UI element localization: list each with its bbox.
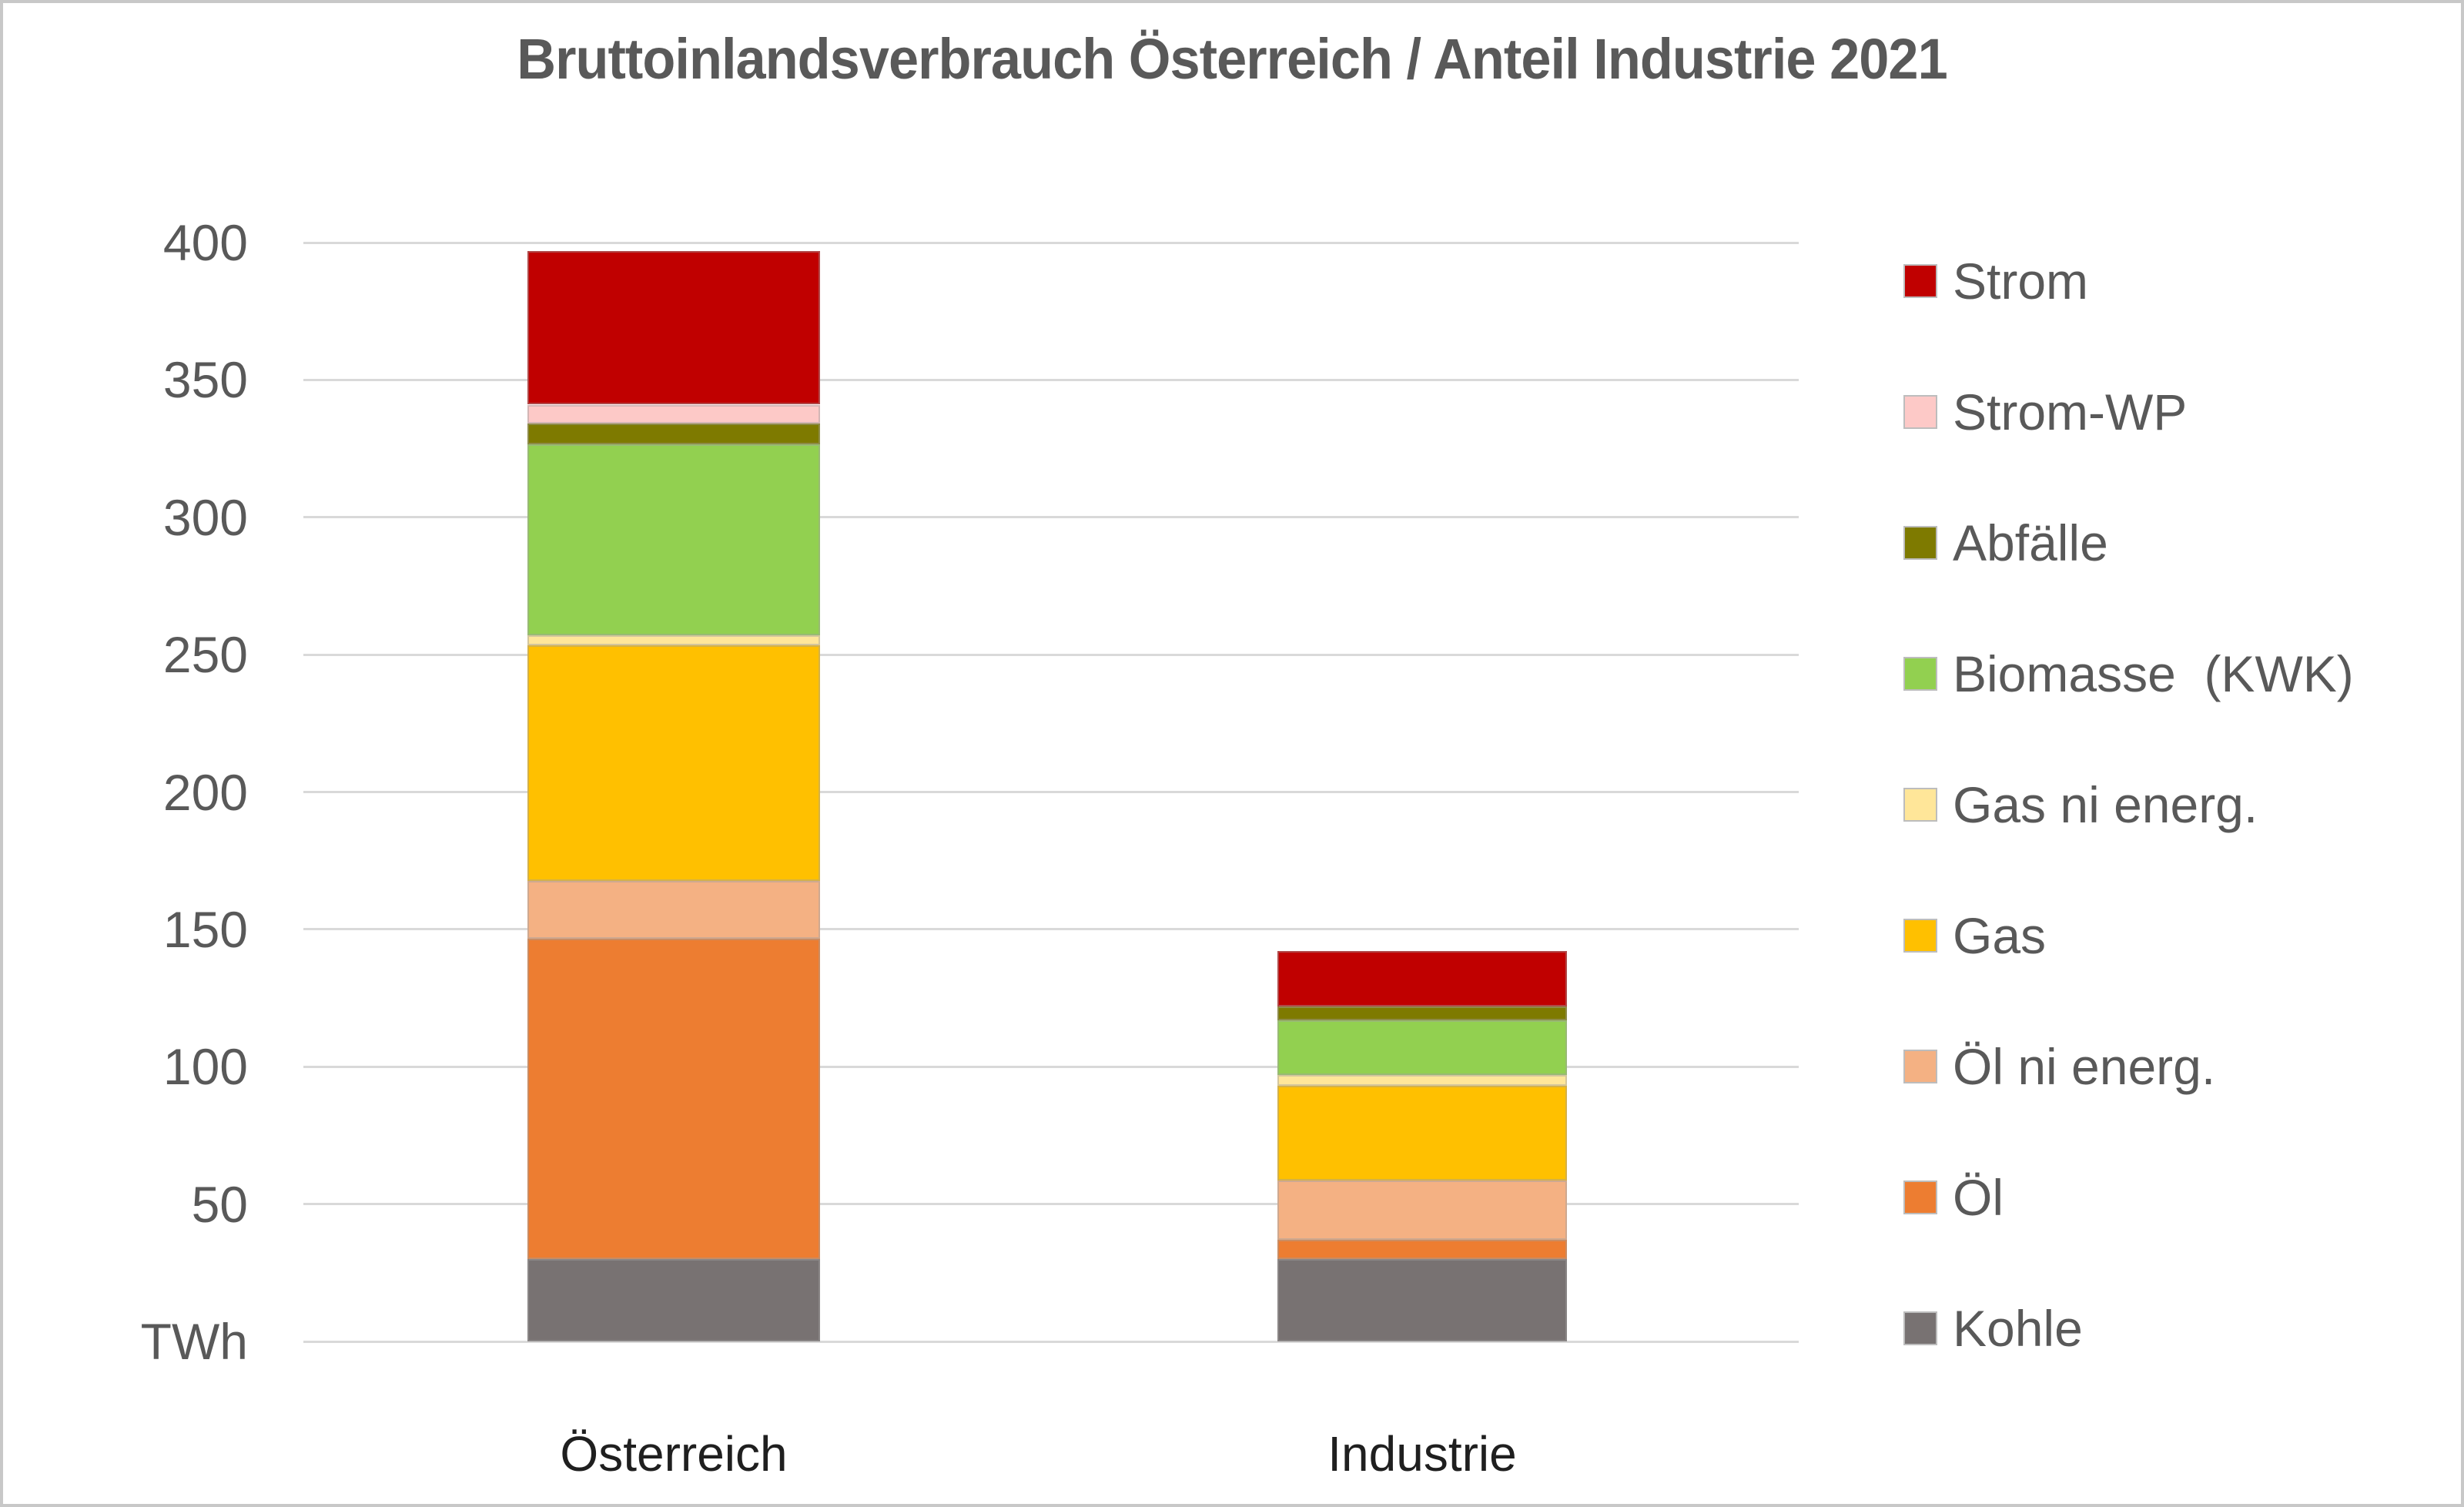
legend-item-öl: Öl [1903,1172,2004,1223]
legend-swatch-öl [1903,1180,1937,1214]
gridline [303,516,1799,519]
gridline [303,1065,1799,1068]
gridline [303,791,1799,793]
legend-swatch-kohle [1903,1311,1937,1345]
bar-segment-österreich-gas [527,645,820,882]
bar-segment-österreich-kohle [527,1258,820,1341]
bar-segment-industrie-gas [1277,1086,1567,1181]
legend-item-biomasse-kwk: Biomasse (KWK) [1903,648,2354,699]
bar-segment-österreich-gas-ni-energ [527,635,820,645]
legend-label: Abfälle [1953,514,2108,571]
legend-item-abfälle: Abfälle [1903,517,2108,568]
legend-swatch-abfälle [1903,526,1937,560]
legend-label: Öl ni energ. [1953,1038,2216,1095]
legend-swatch-gas-ni-energ [1903,788,1937,822]
bar-segment-industrie-öl [1277,1240,1567,1259]
legend-swatch-öl-ni-energ [1903,1050,1937,1083]
gridline [303,653,1799,656]
gridline [303,241,1799,244]
gridline [303,378,1799,381]
gridline [303,1203,1799,1206]
y-tick-label: 50 [191,1175,248,1233]
legend-label: Strom-WP [1953,383,2188,440]
chart-title: Bruttoinlandsverbrauch Österreich / Ante… [517,27,1947,91]
legend-swatch-biomasse-kwk [1903,657,1937,691]
legend-item-gas: Gas [1903,910,2046,961]
legend-label: Kohle [1953,1300,2083,1357]
x-label-österreich: Österreich [560,1426,788,1482]
bar-segment-österreich-strom [527,250,820,405]
bar-segment-österreich-abfälle [527,424,820,445]
y-tick-label: 350 [162,351,248,409]
bar-segment-industrie-gas-ni-energ [1277,1074,1567,1087]
bar-industrie [1277,243,1567,1341]
legend-item-strom: Strom [1903,256,2088,306]
bar-segment-industrie-kohle [1277,1258,1567,1341]
bar-segment-österreich-öl [527,939,820,1259]
bar-segment-industrie-strom [1277,951,1567,1006]
y-tick-label: 250 [162,626,248,684]
legend-label: Gas [1953,907,2047,964]
y-axis-unit-label: TWh [140,1313,248,1370]
legend-item-kohle: Kohle [1903,1303,2083,1354]
legend-label: Gas ni energ. [1953,776,2258,833]
legend-swatch-gas [1903,919,1937,953]
bar-segment-industrie-öl-ni-energ [1277,1180,1567,1241]
bar-österreich [527,243,820,1341]
bar-segment-österreich-strom-wp [527,404,820,424]
x-label-industrie: Industrie [1327,1426,1517,1482]
y-tick-label: 200 [162,763,248,821]
y-tick-label: 150 [162,900,248,958]
legend-label: Öl [1953,1169,2004,1226]
bar-segment-industrie-abfälle [1277,1006,1567,1020]
legend-label: Biomasse (KWK) [1953,645,2354,702]
legend-item-öl-ni-energ: Öl ni energ. [1903,1041,2215,1092]
gridline [303,928,1799,931]
legend-swatch-strom [1903,264,1937,298]
y-tick-label: 100 [162,1038,248,1096]
legend-swatch-strom-wp [1903,395,1937,429]
legend-item-gas-ni-energ: Gas ni energ. [1903,779,2258,830]
bar-segment-österreich-öl-ni-energ [527,881,820,939]
legend-item-strom-wp: Strom-WP [1903,387,2187,437]
plot-area [303,241,1799,1343]
y-tick-label: 300 [162,488,248,546]
legend-label: Strom [1953,253,2089,310]
bar-segment-österreich-biomasse-kwk [527,444,820,636]
y-tick-label: 400 [162,214,248,271]
gridline [303,1340,1799,1343]
bar-segment-industrie-biomasse-kwk [1277,1020,1567,1075]
